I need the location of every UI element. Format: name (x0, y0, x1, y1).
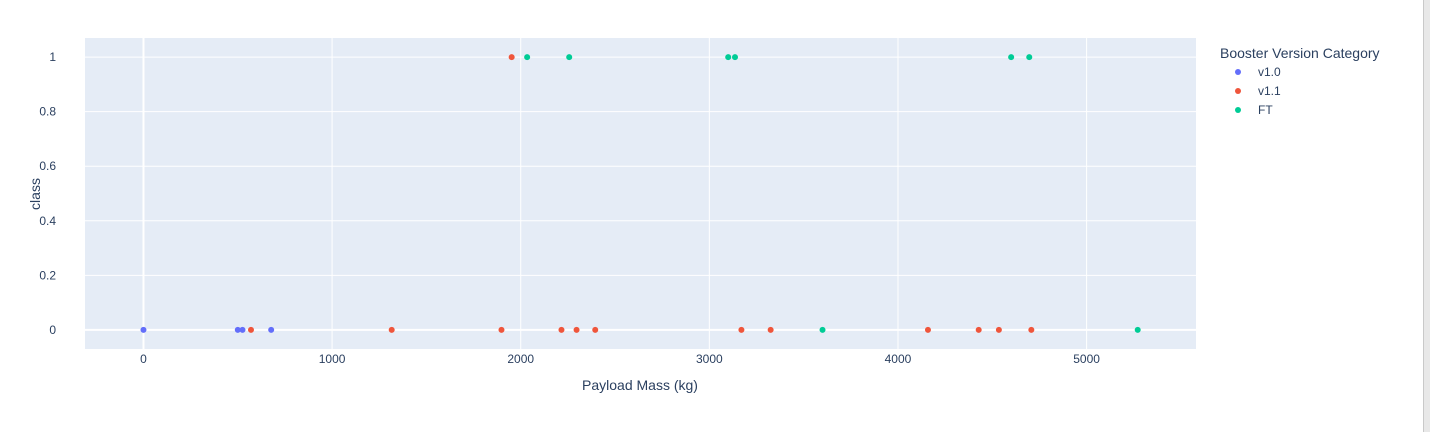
x-axis-title: Payload Mass (kg) (582, 377, 698, 393)
x-tick-label: 0 (140, 352, 147, 366)
data-point[interactable] (566, 54, 573, 61)
data-point[interactable] (819, 326, 826, 333)
x-tick-label: 5000 (1073, 352, 1100, 366)
data-point[interactable] (975, 326, 982, 333)
legend-marker (1235, 107, 1241, 113)
y-tick-label: 0.6 (39, 159, 56, 173)
x-tick-label: 2000 (507, 352, 534, 366)
plot-background (85, 38, 1196, 349)
legend: Booster Version Category v1.0 v1.1 FT (1220, 45, 1380, 117)
legend-item[interactable]: v1.1 (1235, 84, 1281, 98)
data-point[interactable] (524, 54, 531, 61)
x-tick-labels: 0 1000 2000 3000 4000 5000 (140, 352, 1100, 366)
legend-items[interactable]: v1.0 v1.1 FT (1235, 65, 1281, 117)
data-point[interactable] (573, 326, 580, 333)
window-edge (1423, 0, 1430, 432)
data-point[interactable] (725, 54, 732, 61)
data-point[interactable] (247, 326, 254, 333)
data-point[interactable] (234, 326, 241, 333)
data-point[interactable] (732, 54, 739, 61)
data-point[interactable] (239, 326, 246, 333)
data-point[interactable] (767, 326, 774, 333)
legend-title: Booster Version Category (1220, 45, 1380, 61)
legend-item[interactable]: v1.0 (1235, 65, 1281, 79)
data-point[interactable] (268, 326, 275, 333)
x-tick-label: 1000 (319, 352, 346, 366)
data-point[interactable] (995, 326, 1002, 333)
data-point[interactable] (1008, 54, 1015, 61)
data-point[interactable] (1026, 54, 1033, 61)
x-tick-label: 3000 (696, 352, 723, 366)
y-tick-label: 0.8 (39, 105, 56, 119)
legend-marker (1235, 88, 1241, 94)
y-axis-title: class (27, 178, 43, 210)
data-point[interactable] (592, 326, 599, 333)
y-tick-labels: 0 0.2 0.4 0.6 0.8 1 (39, 50, 56, 337)
data-point[interactable] (558, 326, 565, 333)
data-point[interactable] (498, 326, 505, 333)
x-tick-label: 4000 (885, 352, 912, 366)
y-tick-label: 1 (49, 50, 56, 64)
data-point[interactable] (1134, 326, 1141, 333)
y-tick-label: 0 (49, 323, 56, 337)
data-point[interactable] (1028, 326, 1035, 333)
legend-item[interactable]: FT (1235, 103, 1273, 117)
y-tick-label: 0.4 (39, 214, 56, 228)
data-point[interactable] (388, 326, 395, 333)
legend-label: v1.0 (1258, 65, 1281, 79)
data-point[interactable] (924, 326, 931, 333)
data-point[interactable] (140, 326, 147, 333)
data-point[interactable] (508, 54, 515, 61)
legend-label: FT (1258, 103, 1273, 117)
data-point[interactable] (738, 326, 745, 333)
data-points[interactable] (140, 54, 1141, 333)
legend-label: v1.1 (1258, 84, 1281, 98)
y-tick-label: 0.2 (39, 268, 56, 282)
legend-marker (1235, 69, 1241, 75)
